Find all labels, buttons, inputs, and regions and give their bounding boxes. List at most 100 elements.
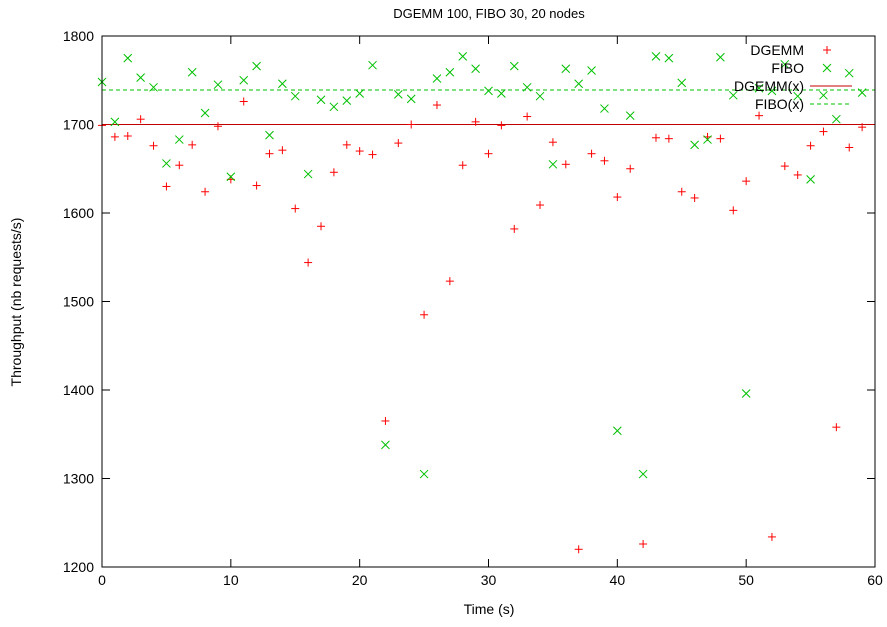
data-point [844, 68, 854, 78]
data-point [149, 141, 158, 150]
data-point [677, 187, 686, 196]
data-point [754, 83, 764, 93]
y-tick-label: 1400 [63, 382, 94, 398]
legend-label: DGEMM [750, 42, 804, 58]
data-point [393, 90, 403, 99]
data-point [600, 156, 609, 165]
data-point [304, 258, 313, 267]
data-point [432, 101, 441, 110]
data-point [252, 181, 261, 190]
data-point [561, 64, 571, 74]
data-point [742, 177, 751, 186]
data-point [574, 79, 584, 89]
data-point [741, 389, 751, 398]
data-point [728, 90, 738, 100]
legend-label: FIBO [771, 60, 804, 76]
data-point [201, 187, 210, 196]
data-point [419, 469, 429, 479]
data-point [767, 532, 776, 541]
data-point [342, 140, 351, 149]
data-point [110, 117, 120, 127]
chart-title: DGEMM 100, FIBO 30, 20 nodes [393, 6, 585, 21]
data-point [278, 146, 287, 155]
data-point [626, 164, 635, 173]
data-point [548, 138, 557, 147]
data-point [394, 139, 403, 148]
data-point [252, 61, 261, 71]
x-axis-label: Time (s) [464, 601, 515, 617]
data-point [407, 120, 416, 129]
data-point [458, 52, 468, 61]
data-point [690, 140, 699, 150]
y-tick-label: 1600 [63, 205, 94, 221]
data-point [548, 159, 558, 169]
y-tick-label: 1800 [63, 28, 94, 44]
plot-frame [101, 35, 876, 568]
data-point [574, 545, 583, 554]
data-points [97, 52, 867, 554]
data-point [780, 162, 789, 171]
data-point [510, 224, 519, 233]
x-tick-label: 0 [98, 572, 106, 588]
data-point [200, 108, 210, 118]
x-tick-label: 20 [352, 572, 368, 588]
data-point [420, 310, 429, 319]
data-point [677, 78, 687, 88]
data-point [703, 135, 712, 144]
data-point [845, 143, 854, 152]
mean-lines [102, 89, 875, 125]
y-tick-label: 1700 [63, 117, 94, 133]
data-point [587, 66, 596, 75]
data-point [290, 91, 300, 101]
data-point [639, 539, 648, 548]
data-point [458, 161, 467, 170]
data-point [136, 73, 146, 82]
data-point [536, 201, 545, 210]
data-point [162, 159, 171, 168]
data-point [806, 175, 815, 184]
data-point [342, 96, 352, 105]
legend-label: FIBO(x) [755, 96, 804, 112]
x-tick-label: 50 [738, 572, 754, 588]
data-point [587, 149, 596, 158]
data-point [690, 193, 699, 202]
data-point [278, 79, 287, 89]
data-point [497, 89, 506, 98]
data-point [522, 82, 532, 92]
data-point [355, 89, 365, 98]
data-point [329, 168, 338, 177]
data-point [213, 80, 223, 90]
y-tick-label: 1300 [63, 471, 94, 487]
data-point [497, 121, 506, 130]
x-tick-label: 40 [610, 572, 626, 588]
data-point [187, 67, 197, 77]
y-axis-label: Throughput (nb requests/s) [8, 218, 24, 387]
legend-marker-sample [823, 46, 831, 54]
data-point [716, 52, 725, 62]
data-point [755, 111, 764, 120]
data-point [445, 67, 455, 77]
data-point [509, 61, 519, 71]
data-point [239, 75, 249, 85]
data-point [832, 423, 841, 432]
data-point [406, 94, 416, 104]
data-point [600, 104, 609, 113]
data-point [174, 135, 184, 144]
data-point [793, 170, 802, 179]
data-point [123, 53, 133, 63]
data-point [239, 97, 248, 106]
data-point [381, 440, 390, 450]
data-point [819, 90, 828, 100]
data-point [162, 182, 171, 191]
data-point [471, 64, 480, 74]
data-point [484, 149, 493, 158]
y-tick-label: 1500 [63, 294, 94, 310]
data-point [355, 147, 364, 156]
data-point [175, 161, 184, 170]
data-point [123, 132, 132, 141]
data-point [612, 426, 622, 436]
data-point [780, 59, 790, 69]
data-point [291, 204, 300, 213]
data-point [819, 127, 828, 136]
data-point [767, 86, 777, 96]
